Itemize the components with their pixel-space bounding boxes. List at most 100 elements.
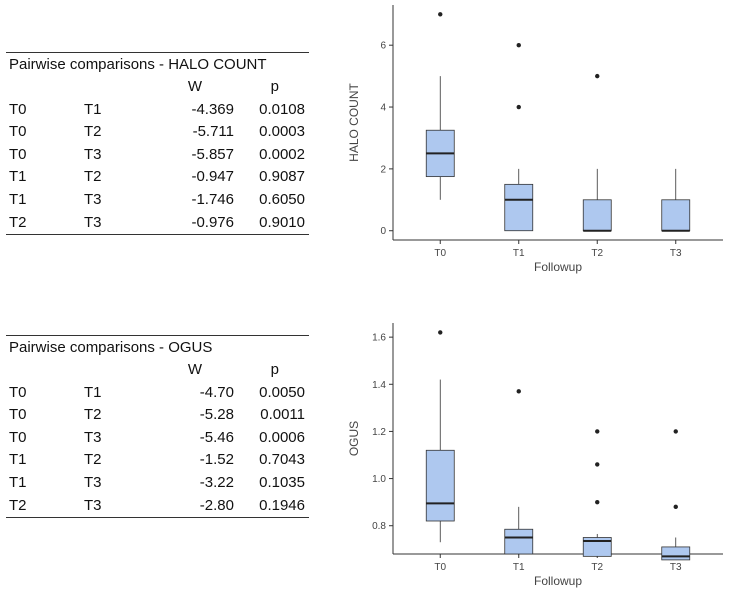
cell-group-a: T0 <box>9 428 27 446</box>
box-T0 <box>425 449 455 522</box>
cell-group-a: T1 <box>9 473 27 491</box>
header-p: p <box>270 78 279 95</box>
box-T3 <box>661 199 691 232</box>
y-tick-label: 4 <box>380 103 386 114</box>
table-row: T0 T3 -5.857 0.0002 <box>6 144 309 167</box>
cell-w: -2.80 <box>199 496 234 514</box>
cell-p: 0.6050 <box>259 190 305 208</box>
cell-group-b: T2 <box>84 123 102 141</box>
table-row: T2 T3 -2.80 0.1946 <box>6 495 309 518</box>
cell-w: -5.28 <box>199 406 234 424</box>
box-T3 <box>661 546 691 561</box>
cell-group-b: T3 <box>84 190 102 208</box>
cell-group-a: T0 <box>9 100 27 118</box>
box-T1 <box>504 528 534 555</box>
x-tick-label: T3 <box>670 248 682 259</box>
cell-group-b: T2 <box>84 406 102 424</box>
header-p: p <box>270 361 279 378</box>
cell-group-a: T0 <box>9 406 27 424</box>
cell-group-b: T3 <box>84 496 102 514</box>
cell-group-b: T1 <box>84 383 102 401</box>
outlier-point <box>438 330 443 335</box>
table-bottom-rule <box>6 234 309 236</box>
outlier-point <box>673 429 678 434</box>
y-tick-label: 1.2 <box>372 427 386 438</box>
cell-group-b: T3 <box>84 428 102 446</box>
table-row: T0 T1 -4.70 0.0050 <box>6 382 309 405</box>
x-tick-label: T2 <box>591 562 603 573</box>
ogus-boxplot: 0.8 1.0 1.2 1.4 1.6 T0 T1 T2 T3 Followup OGUS <box>347 323 723 588</box>
table-row: T0 T2 -5.711 0.0003 <box>6 121 309 144</box>
y-tick-label: 6 <box>380 41 386 52</box>
y-axis-label: HALO COUNT <box>347 83 361 162</box>
cell-p: 0.0006 <box>259 428 305 446</box>
cell-group-a: T2 <box>9 213 27 231</box>
cell-group-a: T1 <box>9 451 27 469</box>
table-top-rule <box>6 335 309 336</box>
cell-w: -5.711 <box>192 123 234 141</box>
cell-p: 0.7043 <box>259 451 305 469</box>
y-tick-label: 0.8 <box>372 521 386 532</box>
table-row: T0 T3 -5.46 0.0006 <box>6 427 309 450</box>
x-tick-label: T3 <box>670 562 682 573</box>
outlier-point <box>673 504 678 510</box>
table-row: T1 T3 -1.746 0.6050 <box>6 189 309 212</box>
cell-p: 0.9010 <box>259 213 305 231</box>
x-axis-label: Followup <box>534 574 582 588</box>
halo-count-boxplot: 0 2 4 6 T0 T1 T2 T3 Followup HALO COUNT <box>347 5 723 274</box>
y-axis-label: OGUS <box>347 421 361 456</box>
cell-group-b: T2 <box>84 168 102 186</box>
table-row: T1 T2 -0.947 0.9087 <box>6 166 309 189</box>
outlier-point <box>595 429 600 434</box>
table-row: T1 T2 -1.52 0.7043 <box>6 449 309 472</box>
table-title: Pairwise comparisons - HALO COUNT <box>9 56 267 73</box>
cell-w: -0.976 <box>191 213 234 231</box>
cell-p: 0.0002 <box>259 145 305 163</box>
cell-group-b: T3 <box>84 213 102 231</box>
cell-group-a: T1 <box>9 168 27 186</box>
y-tick-label: 2 <box>380 164 386 175</box>
cell-w: -3.22 <box>199 473 234 491</box>
cell-group-a: T2 <box>9 496 27 514</box>
table-title: Pairwise comparisons - OGUS <box>9 339 213 356</box>
outlier-point <box>595 462 600 467</box>
cell-w: -5.46 <box>199 428 234 446</box>
cell-p: 0.9087 <box>259 168 305 186</box>
table-top-rule <box>6 52 309 53</box>
box-T2 <box>582 537 612 557</box>
outlier-point <box>516 42 521 48</box>
cell-p: 0.0050 <box>259 383 305 401</box>
cell-w: -0.947 <box>191 168 234 186</box>
x-axis-label: Followup <box>534 260 582 274</box>
cell-p: 0.1035 <box>259 473 305 491</box>
cell-group-a: T1 <box>9 190 27 208</box>
x-tick-label: T0 <box>434 562 446 573</box>
outlier-point <box>516 389 521 394</box>
cell-p: 0.0003 <box>259 123 305 141</box>
cell-w: -1.52 <box>199 451 234 469</box>
halo-count-table: Pairwise comparisons - HALO COUNT W p T0… <box>6 52 309 236</box>
x-tick-label: T2 <box>591 248 603 259</box>
y-tick-label: 0 <box>380 226 386 237</box>
header-w: W <box>187 78 202 95</box>
cell-w: -4.369 <box>191 100 234 118</box>
y-tick-label: 1.0 <box>372 474 386 485</box>
cell-group-a: T0 <box>9 145 27 163</box>
box-T1 <box>504 183 534 232</box>
outlier-point <box>438 12 443 17</box>
x-tick-label: T0 <box>434 248 446 259</box>
table-row: T1 T3 -3.22 0.1035 <box>6 472 309 495</box>
header-w: W <box>187 361 202 378</box>
outlier-point <box>516 104 521 110</box>
cell-w: -5.857 <box>191 145 234 163</box>
ogus-table: Pairwise comparisons - OGUS W p T0 T1 -4.7… <box>6 335 309 519</box>
table-row: T0 T2 -5.28 0.0011 <box>6 404 309 427</box>
cell-group-b: T3 <box>84 145 102 163</box>
cell-group-a: T0 <box>9 383 27 401</box>
cell-w: -1.746 <box>191 190 234 208</box>
cell-p: 0.0108 <box>259 100 305 118</box>
cell-group-b: T1 <box>84 100 102 118</box>
cell-p: 0.0011 <box>260 406 305 424</box>
outlier-point <box>595 499 600 505</box>
table-row: T2 T3 -0.976 0.9010 <box>6 212 309 235</box>
